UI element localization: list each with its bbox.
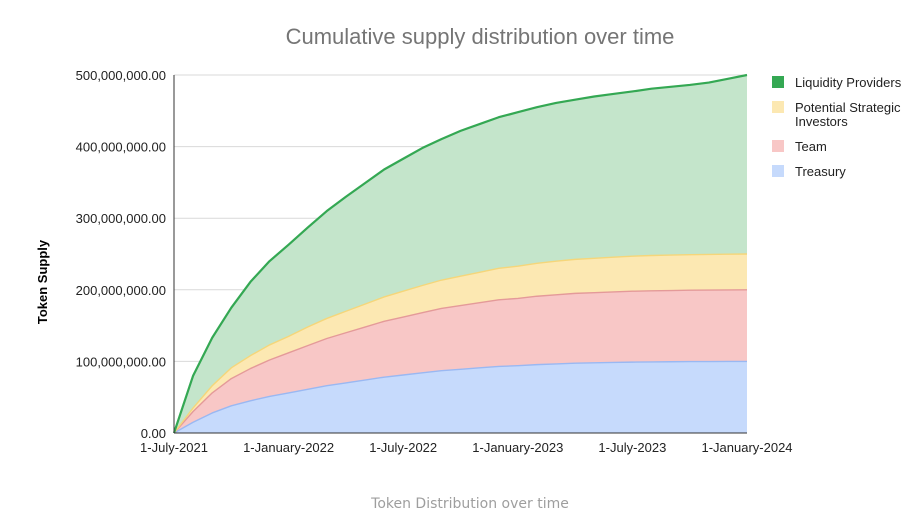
y-tick-label: 100,000,000.00 [76, 354, 166, 369]
legend-swatch [772, 140, 784, 152]
legend-swatch [772, 101, 784, 113]
x-axis-tick-labels: 1-July-2021 1-January-2022 1-July-2022 1-Ja… [140, 440, 793, 455]
legend-swatch [772, 165, 784, 177]
legend-label: Treasury [795, 164, 846, 179]
x-tick-label: 1-January-2024 [701, 440, 792, 455]
y-tick-label: 400,000,000.00 [76, 140, 166, 155]
y-tick-label: 500,000,000.00 [76, 68, 166, 83]
y-axis-title: Token Supply [35, 239, 50, 324]
line-liquidity-providers [172, 73, 748, 434]
area-team [174, 289, 747, 433]
legend-label: Team [795, 139, 827, 154]
x-tick-label: 1-January-2022 [243, 440, 334, 455]
area-treasury [174, 361, 747, 433]
axes [173, 75, 747, 434]
y-tick-label: 300,000,000.00 [76, 211, 166, 226]
area-liquidity-providers [174, 75, 747, 433]
x-tick-label: 1-January-2023 [472, 440, 563, 455]
area-edge-lines [172, 73, 748, 434]
legend: Liquidity Providers Potential Strategic In… [772, 75, 902, 179]
y-axis-tick-labels: 0.00 100,000,000.00 200,000,000.00 300,000,… [76, 68, 166, 441]
area-potential-strategic-investors [174, 254, 747, 433]
y-tick-label: 200,000,000.00 [76, 283, 166, 298]
legend-label: Potential Strategic Investors [795, 100, 901, 129]
x-tick-label: 1-July-2022 [369, 440, 437, 455]
stacked-areas [174, 75, 747, 433]
y-tick-label: 0.00 [141, 426, 166, 441]
line-potential-strategic-investors [173, 253, 748, 434]
x-tick-label: 1-July-2021 [140, 440, 208, 455]
x-axis-title: Token Distribution over time [370, 496, 569, 512]
line-team [173, 289, 748, 434]
chart-title: Cumulative supply distribution over time [286, 24, 675, 49]
legend-label: Liquidity Providers [795, 75, 902, 90]
line-treasury [173, 360, 748, 434]
legend-swatch [772, 76, 784, 88]
x-tick-label: 1-July-2023 [598, 440, 666, 455]
